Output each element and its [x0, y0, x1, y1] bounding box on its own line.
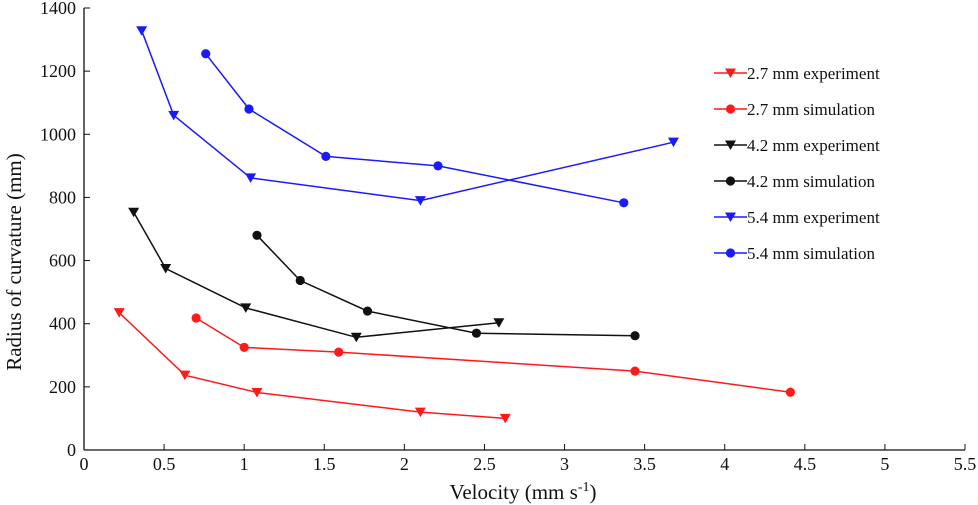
- data-point: [168, 110, 180, 121]
- y-tick-label: 1400: [40, 0, 76, 18]
- data-point: [433, 161, 443, 171]
- data-point: [244, 104, 254, 114]
- data-point: [630, 366, 640, 376]
- data-point: [113, 308, 125, 318]
- series-3: [128, 207, 505, 343]
- y-tick-label: 0: [67, 440, 76, 460]
- series-4: [252, 230, 640, 341]
- series-6: [201, 49, 629, 208]
- data-point: [350, 332, 362, 343]
- series-line: [133, 211, 499, 339]
- data-point: [334, 347, 344, 357]
- y-tick-label: 400: [49, 314, 76, 334]
- x-tick-label: 4: [720, 454, 729, 474]
- legend-entry: 2.7 mm experiment: [714, 64, 880, 83]
- data-point: [136, 26, 148, 36]
- legend-entry: 4.2 mm simulation: [714, 172, 875, 191]
- data-point: [245, 173, 257, 183]
- data-point: [414, 196, 426, 206]
- x-tick-label: 3: [560, 454, 569, 474]
- y-tick-label: 800: [49, 187, 76, 207]
- legend-label: 2.7 mm experiment: [747, 64, 880, 83]
- x-tick-label: 2.5: [473, 454, 496, 474]
- x-axis-label-superscript: -1: [578, 480, 590, 495]
- series-layer: [113, 26, 796, 424]
- legend-label: 2.7 mm simulation: [747, 100, 875, 119]
- legend-entry: 5.4 mm experiment: [714, 208, 880, 227]
- series-line: [256, 234, 636, 337]
- data-point: [160, 263, 172, 274]
- legend-marker: [725, 212, 736, 222]
- data-point: [667, 137, 679, 148]
- series-2: [191, 313, 796, 397]
- data-point: [251, 388, 263, 398]
- x-tick-label: 0.5: [153, 454, 176, 474]
- legend-label: 4.2 mm experiment: [747, 136, 880, 155]
- x-axis-label-close: ): [590, 480, 597, 504]
- y-tick-label: 200: [49, 377, 76, 397]
- y-tick-label: 600: [49, 251, 76, 271]
- legend-entry: 2.7 mm simulation: [714, 100, 875, 119]
- x-tick-label: 5.5: [954, 454, 977, 474]
- x-tick-label: 1.5: [313, 454, 336, 474]
- legend-marker: [725, 248, 736, 258]
- legend-marker: [725, 176, 736, 186]
- data-point: [295, 275, 305, 286]
- data-point: [128, 207, 140, 218]
- legend-entry: 5.4 mm simulation: [714, 244, 875, 263]
- data-point: [321, 151, 331, 161]
- data-point: [252, 230, 262, 240]
- series-line: [140, 30, 674, 202]
- x-tick-label: 4.5: [794, 454, 817, 474]
- data-point: [785, 387, 796, 397]
- legend-label: 5.4 mm experiment: [747, 208, 880, 227]
- legend-marker: [725, 104, 736, 114]
- legend-entry: 4.2 mm experiment: [714, 136, 880, 155]
- data-point: [471, 328, 482, 338]
- data-point: [499, 413, 511, 424]
- x-tick-label: 5: [880, 454, 889, 474]
- series-line: [195, 317, 791, 393]
- x-tick-label: 2: [400, 454, 409, 474]
- axes: 0 0.5 1 1.5 2 2.5 3 3.5 4 4.5 5 5.5 0 200 400 600 800 100…: [40, 0, 976, 474]
- data-point: [493, 318, 505, 328]
- data-point: [630, 331, 640, 341]
- legend-label: 5.4 mm simulation: [747, 244, 875, 263]
- data-point: [362, 306, 373, 316]
- data-point: [191, 313, 201, 323]
- y-axis-label: Radius of curvature (mm): [2, 153, 26, 371]
- x-axis-label-main: Velocity (mm s: [450, 480, 578, 504]
- x-tick-label: 1: [240, 454, 249, 474]
- y-tick-label: 1200: [40, 61, 76, 81]
- legend-marker: [725, 68, 736, 78]
- data-point: [240, 303, 252, 313]
- series-5: [136, 26, 679, 206]
- x-tick-label: 0: [80, 454, 89, 474]
- series-1: [113, 308, 511, 424]
- data-point: [179, 370, 191, 381]
- x-tick-label: 3.5: [633, 454, 656, 474]
- legend-label: 4.2 mm simulation: [747, 172, 875, 191]
- data-point: [201, 49, 211, 59]
- legend: 2.7 mm experiment 2.7 mm simulation 4.2 mm…: [714, 64, 880, 263]
- data-point: [619, 198, 629, 208]
- y-tick-label: 1000: [40, 124, 76, 144]
- legend-marker: [725, 140, 736, 150]
- data-point: [239, 342, 249, 352]
- x-axis-label: Velocity (mm s-1): [450, 480, 597, 504]
- data-point: [414, 407, 426, 418]
